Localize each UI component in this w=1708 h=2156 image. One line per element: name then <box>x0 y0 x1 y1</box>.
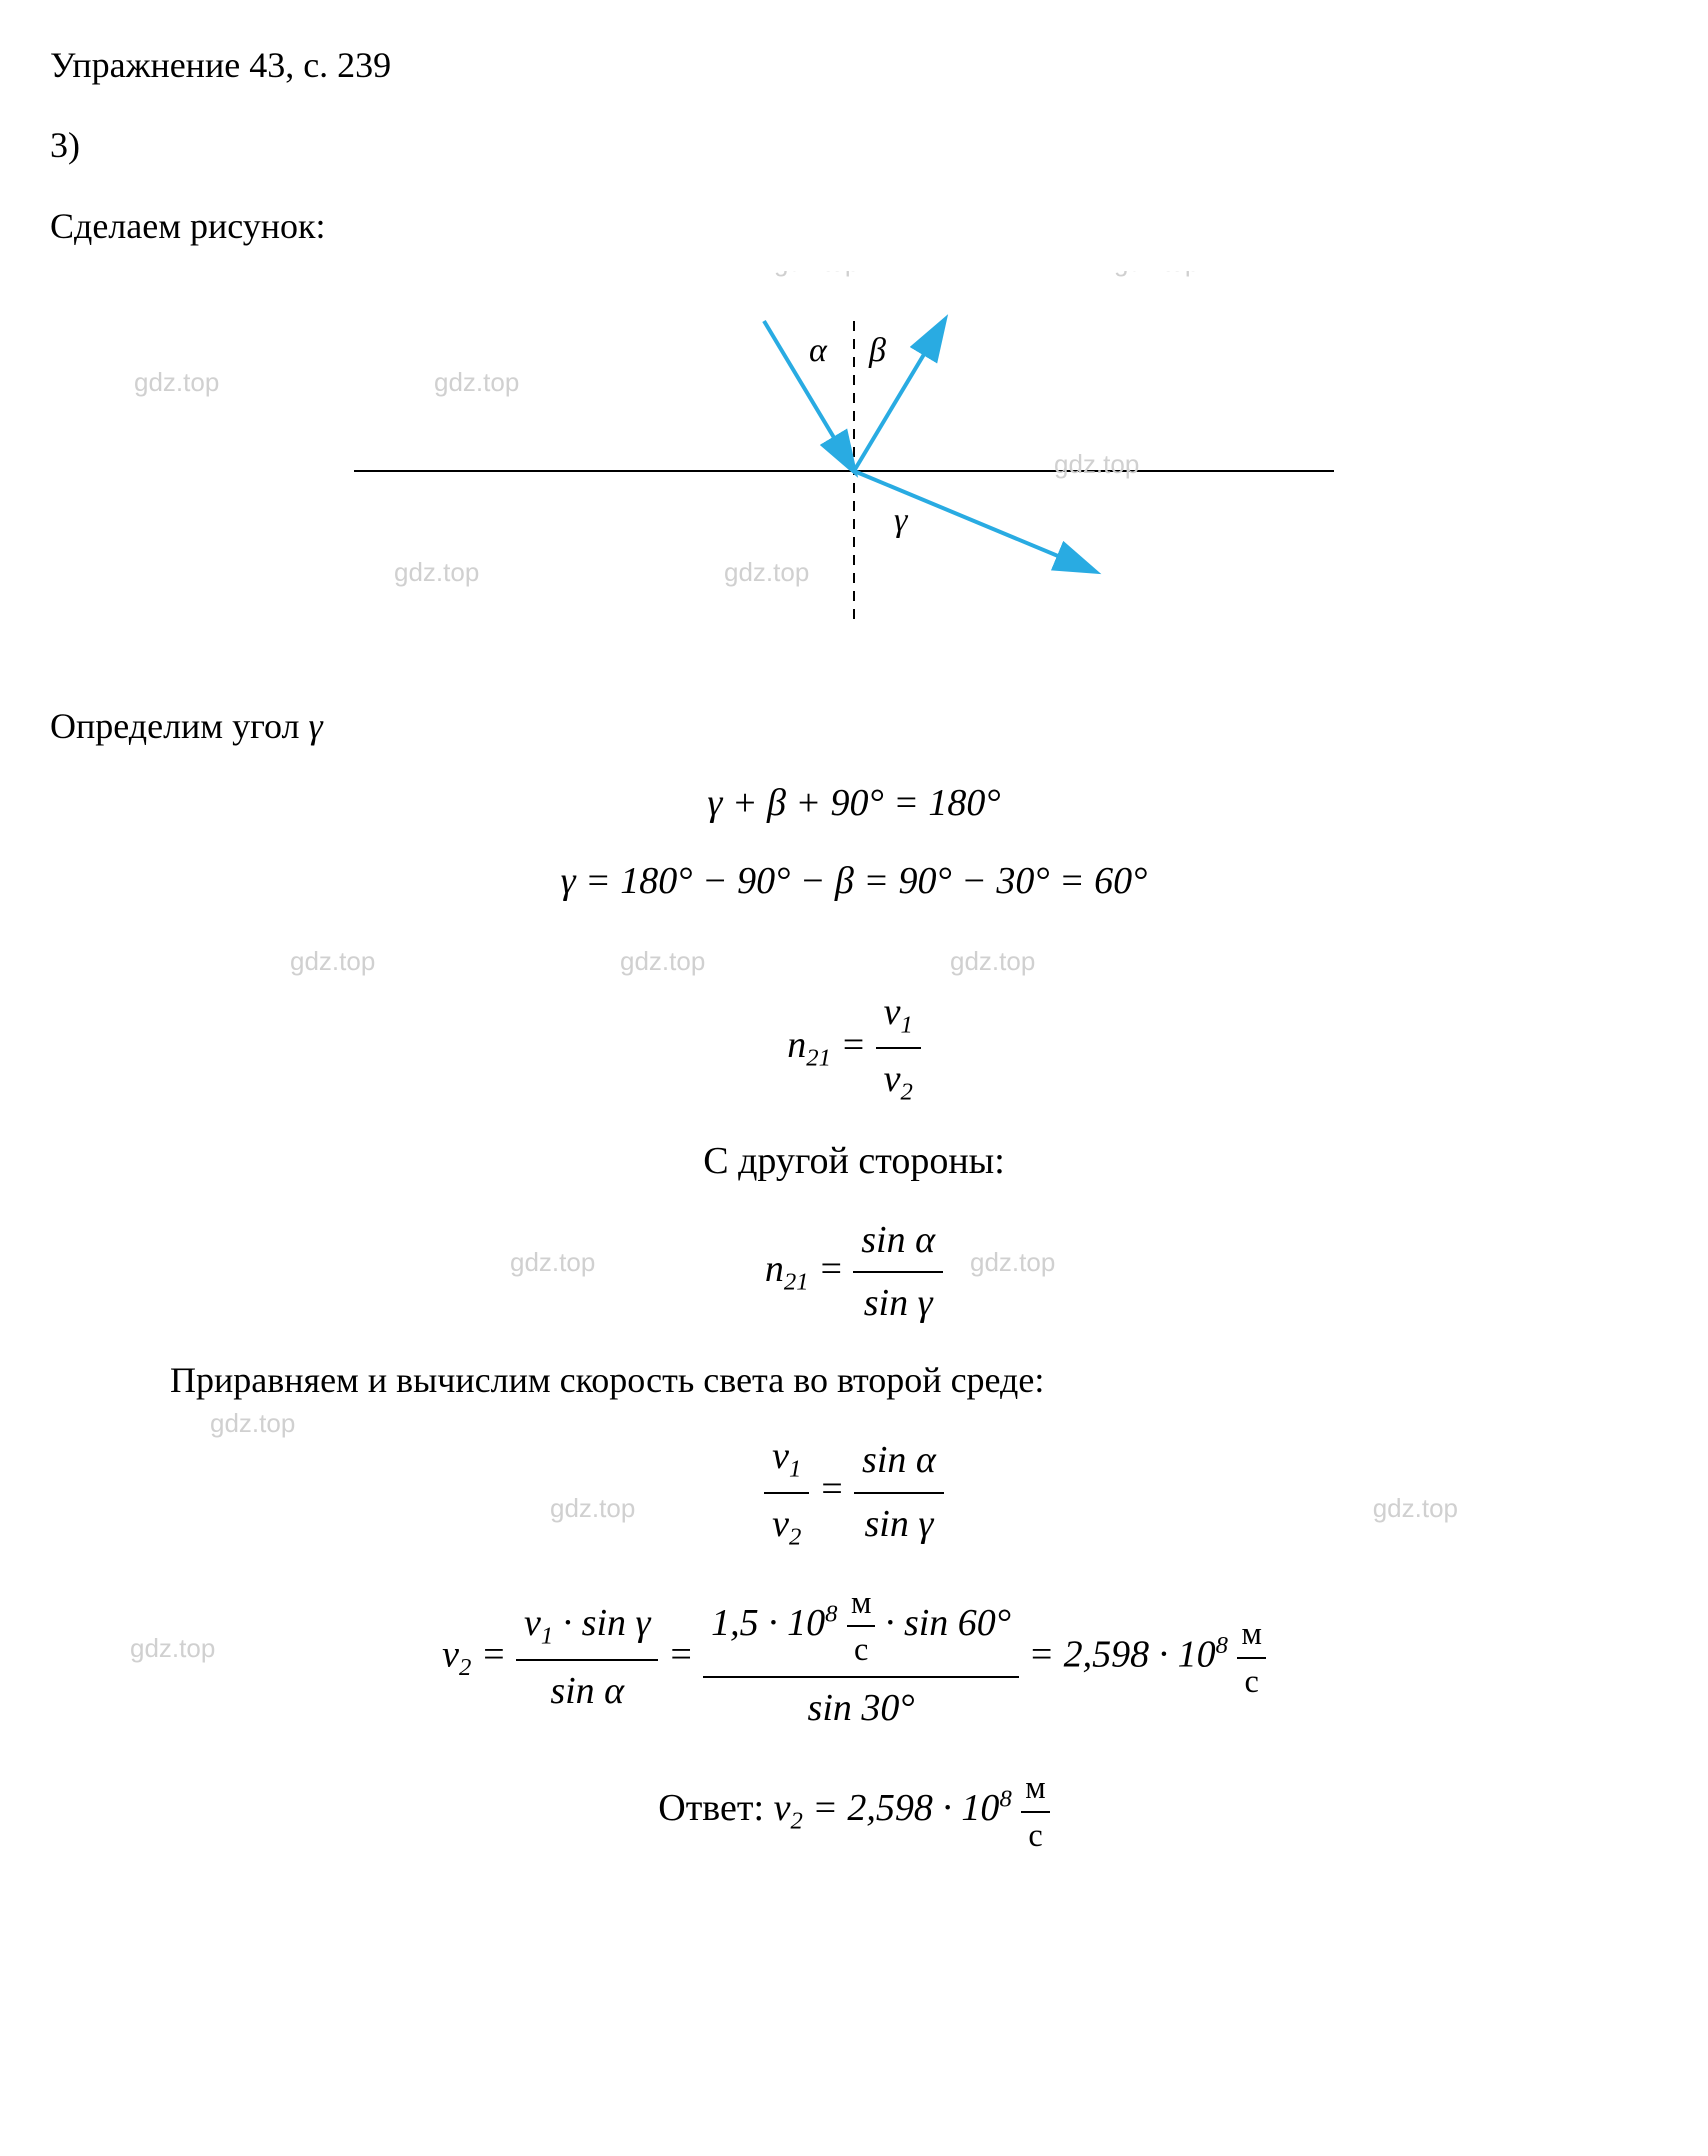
wm-6: gdz.top <box>394 557 479 587</box>
formula-5: gdz.top gdz.top v1 v2 = sin α sin γ <box>50 1430 1658 1554</box>
answer-label: Ответ: <box>658 1787 773 1829</box>
f6-unit2: м с <box>847 1580 875 1672</box>
f4-sub: 21 <box>784 1268 809 1295</box>
f1-text: γ + β + 90° = 180° <box>707 782 1000 824</box>
f6-eq3: = 2,598 · 10 <box>1028 1633 1215 1675</box>
f5-num-r: sin α <box>854 1434 944 1493</box>
f5-eq: = <box>819 1468 854 1510</box>
wm-4: gdz.top <box>434 367 519 397</box>
f5-left-fraction: v1 v2 <box>764 1430 809 1554</box>
refracted-ray <box>854 471 1094 571</box>
diagram-svg: α β γ gdz.top gdz.top gdz.top gdz.top gd… <box>54 271 1654 671</box>
determine-label: Определим угол <box>50 706 308 746</box>
wm-f4a: gdz.top <box>510 1244 595 1280</box>
reflected-ray <box>854 321 944 471</box>
f6-unit3-n: м <box>1237 1611 1265 1658</box>
make-drawing-text: Сделаем рисунок: <box>50 201 1658 251</box>
f3-num: v <box>884 991 901 1033</box>
f6-eq1: = <box>471 1633 516 1675</box>
wm-f3c: gdz.top <box>950 943 1035 979</box>
f6-sup3: 8 <box>1216 1632 1228 1659</box>
f6-frac1: v1 · sin γ sin α <box>516 1597 659 1717</box>
f4-lhs: n <box>765 1248 784 1290</box>
wm-f4b: gdz.top <box>970 1244 1055 1280</box>
formula-4: gdz.top gdz.top n21 = sin α sin γ <box>50 1214 1658 1330</box>
f6-num2a-sup: 8 <box>825 1600 837 1627</box>
other-hand-text: С другой стороны: <box>50 1135 1658 1188</box>
f6-lhs: v <box>442 1633 459 1675</box>
wm-5: gdz.top <box>1054 449 1139 479</box>
f5-den-l-sub: 2 <box>789 1523 801 1550</box>
f6-num1a: v <box>524 1602 541 1644</box>
wm-1: gdz.top <box>774 271 859 277</box>
f6-num1b: · sin γ <box>553 1602 650 1644</box>
formula-3: gdz.top gdz.top gdz.top n21 = v1 v2 <box>50 933 1658 1111</box>
beta-label: β <box>868 332 886 369</box>
answer-v: v <box>774 1787 791 1829</box>
f3-den: v <box>884 1058 901 1100</box>
refraction-diagram: α β γ gdz.top gdz.top gdz.top gdz.top gd… <box>54 271 1654 671</box>
gamma-label: γ <box>894 502 909 539</box>
f5-right-fraction: sin α sin γ <box>854 1434 944 1550</box>
f3-num-sub: 1 <box>900 1012 912 1039</box>
wm-2: gdz.top <box>1114 271 1199 277</box>
answer-eq: = 2,598 · 10 <box>803 1787 1000 1829</box>
equate-text: Приравняем и вычислим скорость света во … <box>170 1355 1658 1405</box>
f5-num-l-sub: 1 <box>789 1456 801 1483</box>
f6-den1: sin α <box>516 1661 659 1718</box>
f3-sub: 21 <box>806 1045 831 1072</box>
f5-num-l: v <box>772 1435 789 1477</box>
formula-6: gdz.top v2 = v1 · sin γ sin α = 1,5 · 10… <box>50 1580 1658 1736</box>
f3-fraction: v1 v2 <box>876 986 921 1110</box>
exercise-header: Упражнение 43, с. 239 <box>50 40 1658 90</box>
f2-text: γ = 180° − 90° − β = 90° − 30° = 60° <box>561 860 1148 902</box>
answer-sup: 8 <box>999 1786 1011 1813</box>
header-title: Упражнение 43, с. 239 <box>50 45 391 85</box>
other-hand-label: С другой стороны: <box>703 1140 1005 1182</box>
f6-num2a: 1,5 · 10 <box>711 1602 825 1644</box>
gamma-inline: γ <box>308 706 322 746</box>
wm-7: gdz.top <box>724 557 809 587</box>
answer-unit-n: м <box>1021 1765 1049 1812</box>
equate-label: Приравняем и вычислим скорость света во … <box>170 1360 1044 1400</box>
wm-f6: gdz.top <box>130 1630 215 1666</box>
formula-1: γ + β + 90° = 180° <box>50 777 1658 830</box>
f3-den-sub: 2 <box>900 1079 912 1106</box>
answer-unit-d: с <box>1021 1813 1049 1858</box>
alpha-label: α <box>809 332 828 369</box>
determine-angle-text: Определим угол γ <box>50 701 1658 751</box>
f6-unit3: м с <box>1237 1611 1265 1703</box>
wm-3: gdz.top <box>134 367 219 397</box>
f3-eq: = <box>831 1024 876 1066</box>
answer-sub: 2 <box>790 1808 802 1835</box>
f4-eq: = <box>809 1248 854 1290</box>
problem-num-text: 3) <box>50 125 80 165</box>
answer-unit: м с <box>1021 1765 1049 1857</box>
problem-number: 3) <box>50 120 1658 170</box>
f6-den2: sin 30° <box>703 1678 1019 1735</box>
f4-fraction: sin α sin γ <box>853 1214 943 1330</box>
wm-f3a: gdz.top <box>290 943 375 979</box>
f4-num: sin α <box>853 1214 943 1273</box>
f6-num2b: · sin 60° <box>885 1602 1011 1644</box>
wm-f5b: gdz.top <box>1373 1490 1458 1526</box>
f6-eq2: = <box>668 1633 703 1675</box>
f6-num1a-sub: 1 <box>541 1623 553 1650</box>
f6-frac2: 1,5 · 108 м с · sin 60° sin 30° <box>703 1580 1019 1736</box>
f5-den-r: sin γ <box>854 1494 944 1551</box>
f6-lhs-sub: 2 <box>459 1654 471 1681</box>
f3-lhs: n <box>787 1024 806 1066</box>
f5-den-l: v <box>772 1503 789 1545</box>
f4-den: sin γ <box>853 1273 943 1330</box>
make-drawing-label: Сделаем рисунок: <box>50 206 326 246</box>
answer-block: Ответ: v2 = 2,598 · 108 м с <box>50 1765 1658 1857</box>
formula-2: γ = 180° − 90° − β = 90° − 30° = 60° <box>50 855 1658 908</box>
f6-unit3-d: с <box>1237 1659 1265 1704</box>
f6-unit2-n: м <box>847 1580 875 1627</box>
wm-f5a: gdz.top <box>550 1490 635 1526</box>
f6-unit2-d: с <box>847 1627 875 1672</box>
wm-f3b: gdz.top <box>620 943 705 979</box>
